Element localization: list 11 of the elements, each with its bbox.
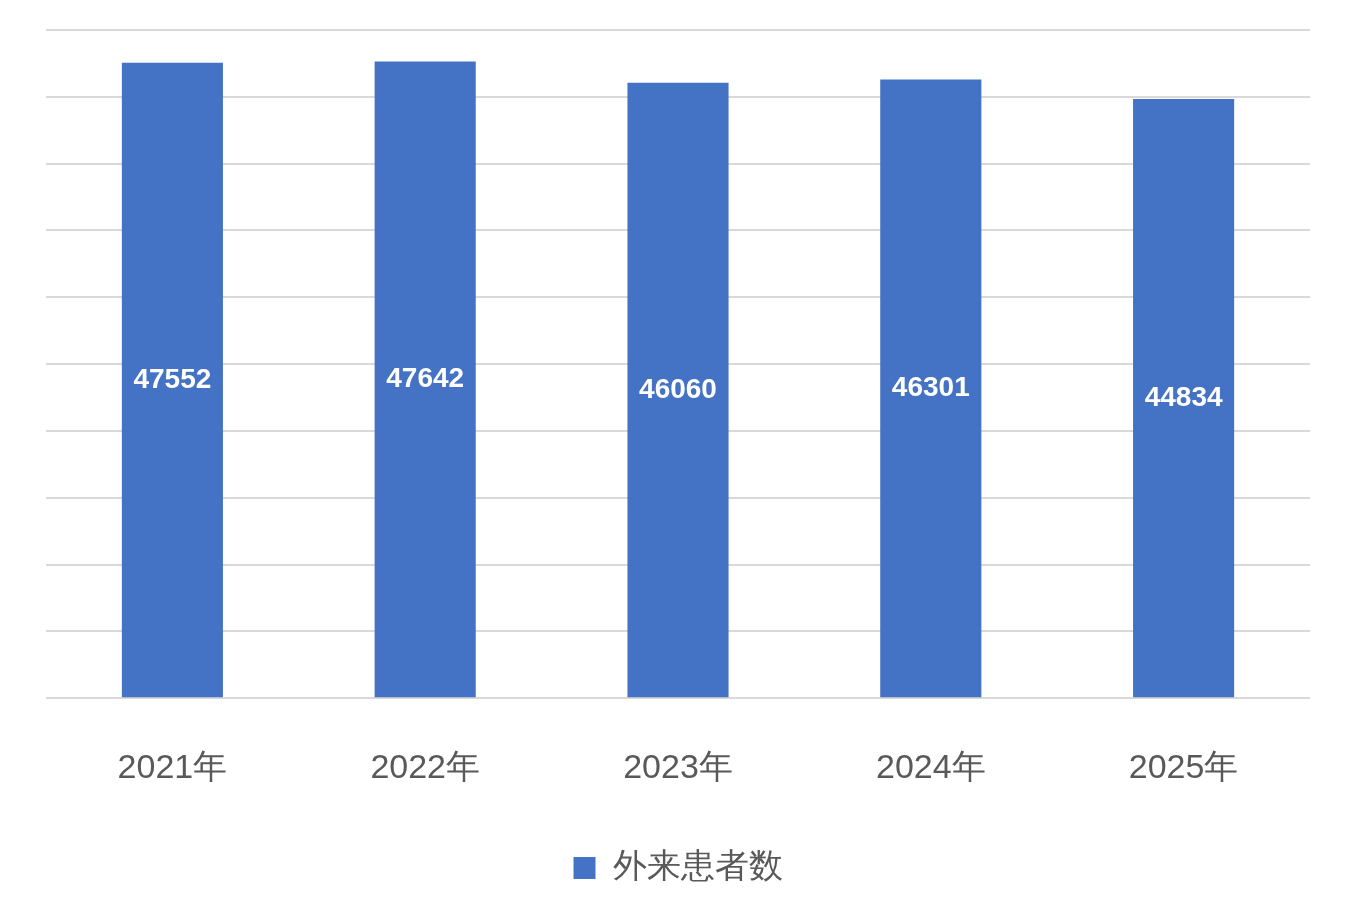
data-label: 44834 [1144,380,1223,412]
x-tick-label: 2024年 [875,746,986,785]
x-tick-label: 2025年 [1128,746,1239,785]
data-label: 46301 [891,371,970,403]
x-tick-label: 2022年 [370,746,481,785]
x-tick-label: 2021年 [117,746,228,785]
data-label: 46060 [639,372,717,404]
data-label: 47552 [133,362,212,394]
data-label: 47642 [386,362,465,394]
x-tick-label: 2023年 [623,746,733,785]
legend-label: 外来患者数 [612,846,783,885]
